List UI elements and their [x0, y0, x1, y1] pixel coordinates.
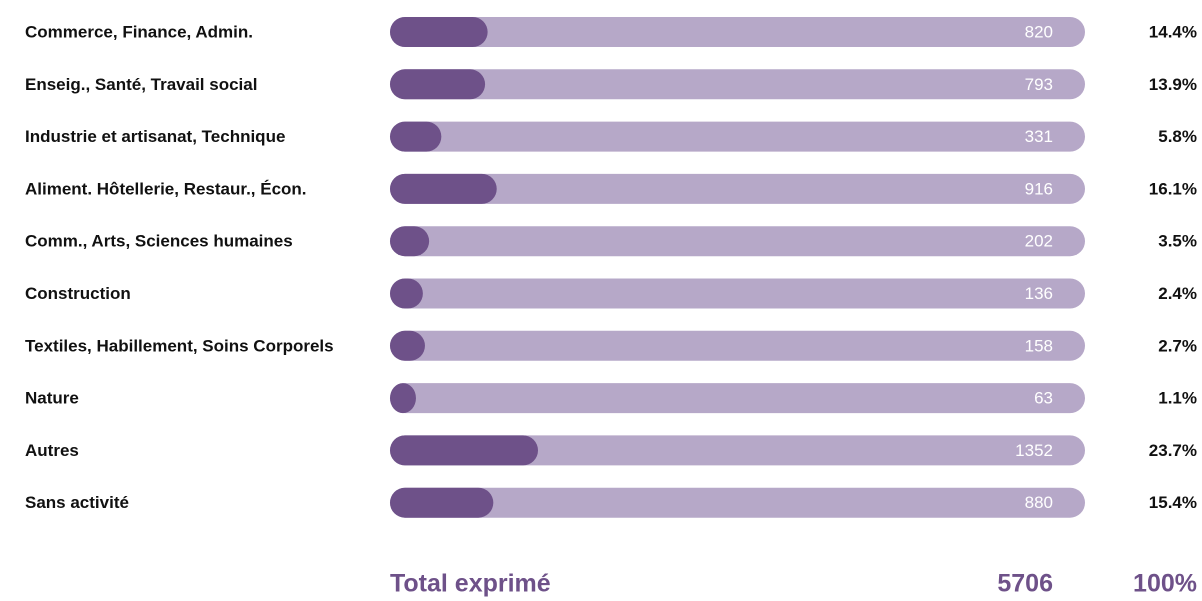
- bar-track: [390, 330, 1085, 361]
- category-label: Aliment. Hôtellerie, Restaur., Écon.: [25, 179, 307, 198]
- bar: [390, 17, 488, 47]
- value-label: 820: [1025, 22, 1053, 41]
- bar: [390, 487, 494, 518]
- share-label: 3.5%: [1158, 232, 1197, 251]
- value-label: 793: [1025, 75, 1053, 94]
- bar: [390, 173, 497, 204]
- bar-track: [390, 383, 1085, 414]
- share-label: 2.7%: [1158, 336, 1197, 355]
- value-label: 202: [1025, 232, 1053, 251]
- value-label: 136: [1025, 284, 1053, 303]
- bar-track: [390, 69, 1085, 100]
- bar-track: [390, 121, 1085, 152]
- share-label: 15.4%: [1149, 493, 1197, 512]
- bar: [390, 69, 486, 100]
- bar: [390, 226, 430, 257]
- category-label: Comm., Arts, Sciences humaines: [25, 232, 293, 251]
- value-label: 158: [1025, 336, 1053, 355]
- bar: [390, 278, 423, 309]
- category-label: Nature: [25, 389, 79, 408]
- category-label: Commerce, Finance, Admin.: [25, 22, 253, 41]
- bar-track: [390, 17, 1085, 47]
- bar-track: [390, 435, 1085, 466]
- value-label: 1352: [1015, 441, 1053, 460]
- bar: [390, 435, 538, 466]
- category-label: Construction: [25, 284, 131, 303]
- share-label: 16.1%: [1149, 179, 1197, 198]
- total-label: Total exprimé: [390, 570, 551, 598]
- value-label: 916: [1025, 179, 1053, 198]
- share-label: 5.8%: [1158, 127, 1197, 146]
- value-label: 880: [1025, 493, 1053, 512]
- share-label: 13.9%: [1149, 75, 1197, 94]
- bar-track: [390, 278, 1085, 309]
- value-label: 63: [1034, 389, 1053, 408]
- category-label: Industrie et artisanat, Technique: [25, 127, 285, 146]
- bar: [390, 330, 425, 361]
- category-label: Sans activité: [25, 493, 129, 512]
- share-label: 14.4%: [1149, 22, 1197, 41]
- category-label: Autres: [25, 441, 79, 460]
- category-label: Textiles, Habillement, Soins Corporels: [25, 336, 334, 355]
- share-label: 23.7%: [1149, 441, 1197, 460]
- bar: [390, 121, 442, 152]
- total-value: 5706: [997, 570, 1053, 598]
- total-share: 100%: [1133, 570, 1197, 598]
- bar-track: [390, 226, 1085, 257]
- share-label: 2.4%: [1158, 284, 1197, 303]
- category-label: Enseig., Santé, Travail social: [25, 75, 257, 94]
- value-label: 331: [1025, 127, 1053, 146]
- share-label: 1.1%: [1158, 389, 1197, 408]
- bar-track: [390, 487, 1085, 518]
- bar-track: [390, 173, 1085, 204]
- bar: [390, 383, 416, 414]
